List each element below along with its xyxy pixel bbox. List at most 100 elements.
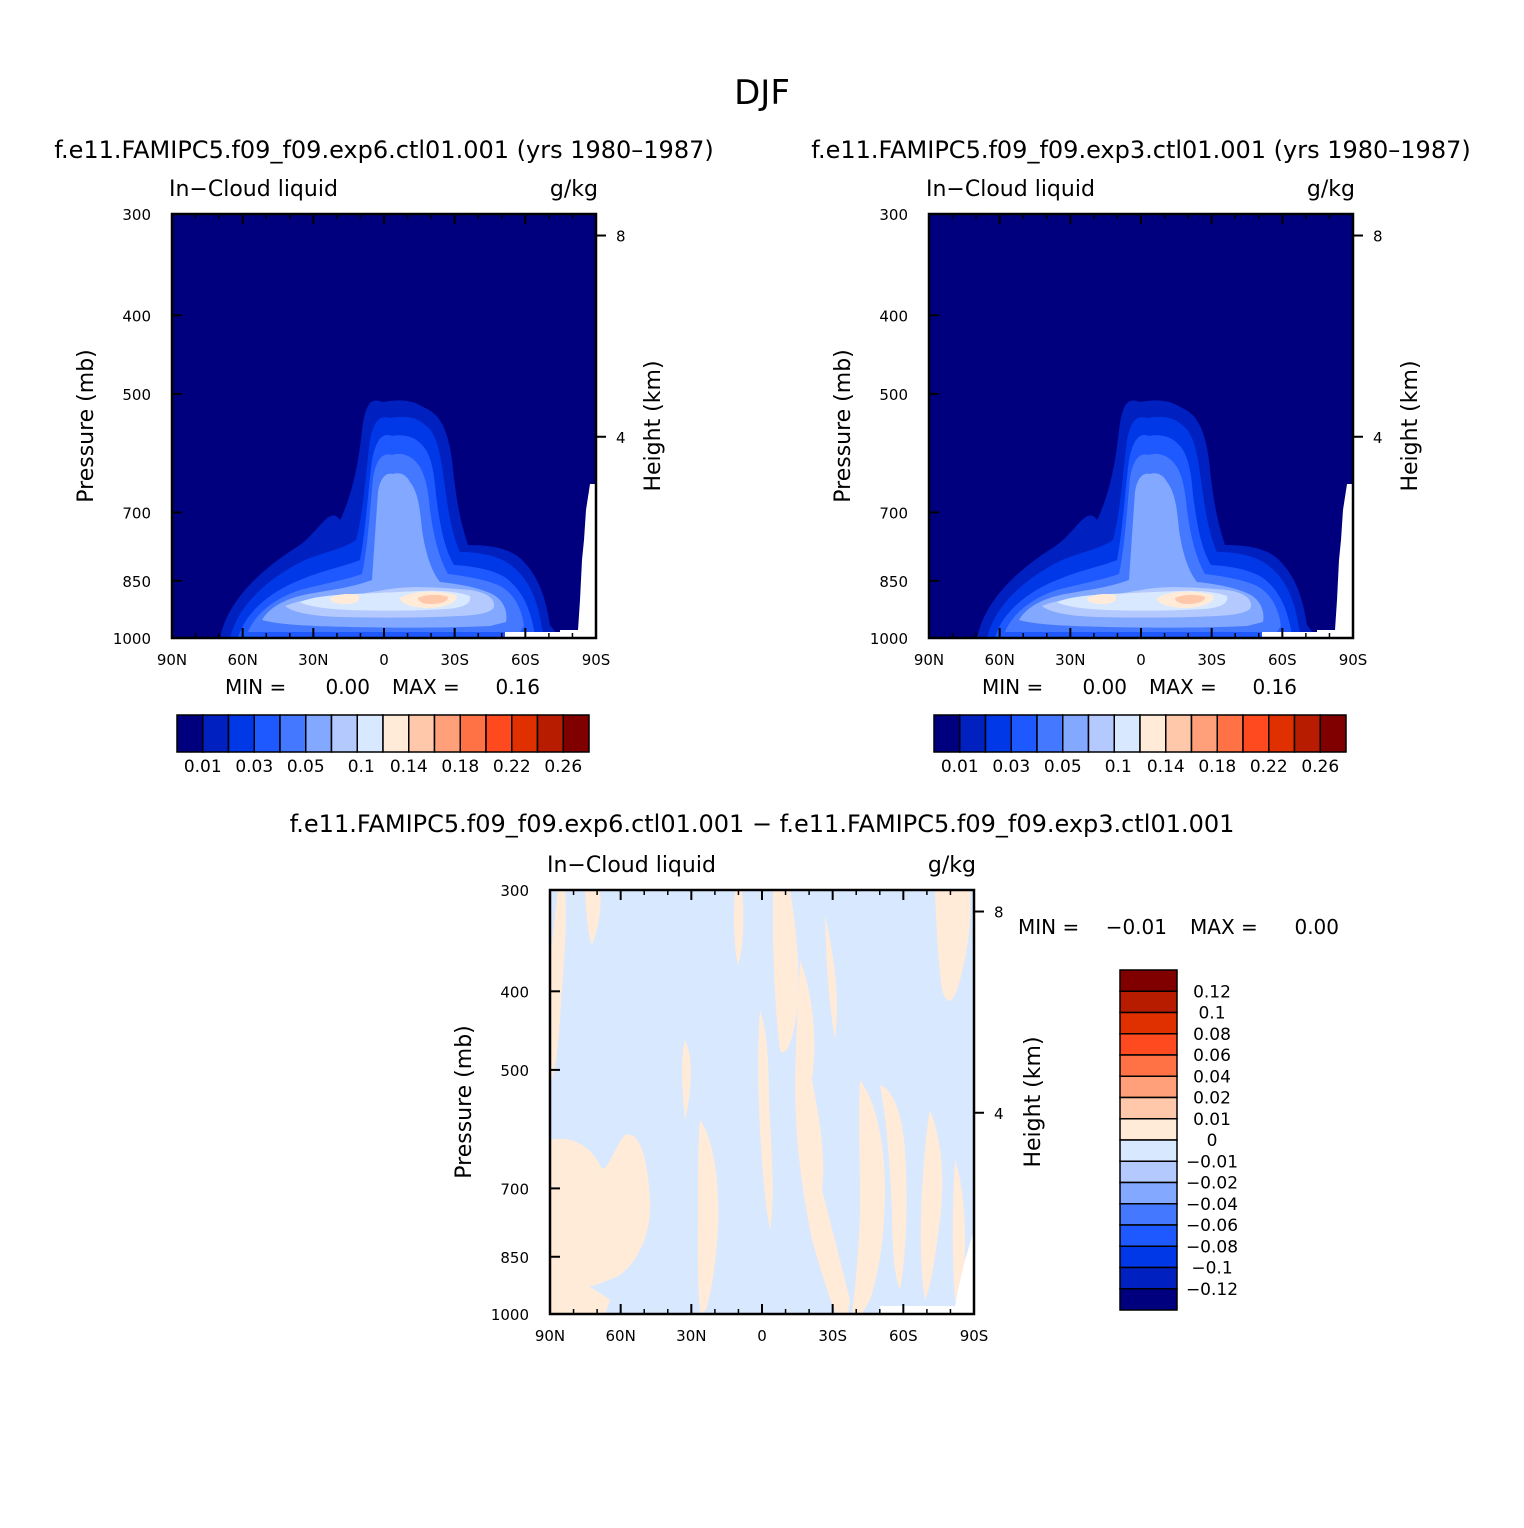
positive-patch	[550, 890, 566, 1080]
y-axis-label: Pressure (mb)	[831, 349, 856, 503]
colorbar-label: 0.18	[1198, 757, 1236, 777]
colorbar-swatch	[202, 714, 230, 753]
colorbar-swatch	[984, 714, 1012, 753]
contour-band-0.14	[330, 591, 457, 608]
contour-bands	[550, 890, 971, 1314]
contour-field	[929, 214, 1353, 638]
x-tick-label: 30S	[1197, 651, 1226, 669]
x-tick-label: 60S	[511, 651, 540, 669]
contour-bands	[977, 400, 1353, 638]
units-label: g/kg	[928, 853, 976, 878]
colorbar-label: 0	[1207, 1131, 1218, 1151]
colorbar-swatch	[408, 714, 436, 753]
positive-patch	[935, 890, 971, 1001]
figure-title: DJF	[734, 73, 790, 113]
panel-diff: f.e11.FAMIPC5.f09_f09.exp6.ctl01.001 − f…	[290, 810, 1339, 1345]
colorbar-swatch	[933, 714, 961, 753]
colorbar-swatch	[536, 714, 564, 753]
y-tick-label: 500	[122, 386, 151, 404]
colorbar: 0.01 0.03 0.05 0.1 0.14 0.18 0.22 0.26	[176, 714, 590, 777]
colorbar-swatch	[1119, 1224, 1178, 1247]
max-value: 0.16	[495, 675, 540, 699]
colorbar-swatch	[1087, 714, 1115, 753]
y-tick-label: 500	[879, 386, 908, 404]
colorbar-swatch	[1119, 1054, 1178, 1077]
colorbar-label: 0.18	[441, 757, 479, 777]
colorbar-swatch	[959, 714, 987, 753]
colorbar-label: 0.03	[992, 757, 1030, 777]
x-tick-label: 0	[1136, 651, 1146, 669]
colorbar-swatch	[1062, 714, 1090, 753]
colorbar-swatch	[227, 714, 255, 753]
height-tick-label: 4	[1373, 429, 1383, 447]
colorbar-label: −0.06	[1186, 1216, 1238, 1236]
y-tick-label: 1000	[113, 630, 151, 648]
min-label: MIN =	[982, 675, 1043, 699]
variable-label: In−Cloud liquid	[547, 853, 716, 878]
colorbar-label: 0.22	[493, 757, 531, 777]
colorbar-swatch	[1119, 1118, 1178, 1141]
max-label: MAX =	[1149, 675, 1217, 699]
x-tick-label: 60S	[1268, 651, 1297, 669]
missing-data-region	[1262, 484, 1353, 638]
panel-exp6: f.e11.FAMIPC5.f09_f09.exp6.ctl01.001 (yr…	[54, 136, 713, 777]
y-tick-label: 400	[879, 307, 908, 325]
colorbar-label: 0.02	[1193, 1089, 1231, 1109]
colorbar-swatch	[1119, 1288, 1178, 1311]
height-tick-label: 4	[994, 1105, 1004, 1123]
colorbar-label: −0.02	[1186, 1174, 1238, 1194]
x-tick-label: 60N	[985, 651, 1015, 669]
x-tick-label: 60N	[606, 1327, 636, 1345]
colorbar-swatch	[1190, 714, 1218, 753]
colorbar-swatch	[176, 714, 204, 753]
colorbar-label: −0.12	[1186, 1280, 1238, 1300]
y-tick-label: 700	[879, 504, 908, 522]
y-axis-right-label: Height (km)	[1398, 360, 1423, 491]
x-tick-label: 60N	[228, 651, 258, 669]
panel-title: f.e11.FAMIPC5.f09_f09.exp3.ctl01.001 (yr…	[811, 136, 1470, 164]
colorbar-swatch	[1293, 714, 1321, 753]
colorbar-swatch	[253, 714, 281, 753]
colorbar-label: 0.1	[1105, 757, 1132, 777]
colorbar-label: 0.26	[1301, 757, 1339, 777]
x-tick-label: 30N	[298, 651, 328, 669]
colorbar-swatch	[1139, 714, 1167, 753]
x-tick-label: 30S	[440, 651, 469, 669]
colorbar-swatch	[1242, 714, 1270, 753]
min-value: 0.00	[1082, 675, 1127, 699]
colorbar-swatch	[1119, 1266, 1178, 1290]
colorbar-swatch	[1119, 990, 1178, 1014]
colorbar-label: 0.05	[1044, 757, 1082, 777]
colorbar-swatch	[1216, 714, 1244, 753]
contour-bands	[220, 400, 596, 638]
colorbar-swatch	[330, 714, 358, 753]
min-label: MIN =	[1018, 915, 1079, 939]
missing-data-region	[880, 1230, 974, 1314]
positive-patch	[697, 1120, 719, 1314]
colorbar-swatch	[1119, 1033, 1178, 1056]
y-tick-label: 700	[500, 1180, 529, 1198]
min-label: MIN =	[225, 675, 286, 699]
colorbar-label: 0.04	[1193, 1067, 1231, 1087]
positive-patch	[920, 1110, 943, 1300]
positive-patch	[758, 1010, 773, 1230]
contour-band-0.16	[1175, 594, 1205, 604]
y-tick-label: 850	[500, 1249, 529, 1267]
colorbar-swatch	[1119, 1245, 1178, 1269]
x-tick-label: 60S	[889, 1327, 918, 1345]
panel-title: f.e11.FAMIPC5.f09_f09.exp6.ctl01.001 (yr…	[54, 136, 713, 164]
x-tick-label: 90S	[960, 1327, 989, 1345]
colorbar-swatch	[1119, 969, 1178, 992]
positive-patch	[550, 1278, 610, 1314]
axis-ticks: 90N 60N 30N 0 30S 60S 90S 300 400 500 700 850 1000 8 4	[870, 206, 1383, 669]
min-value: −0.01	[1106, 915, 1167, 939]
colorbar: 0.120.10.080.060.040.020.010−0.01−0.02−0…	[1119, 969, 1238, 1311]
x-tick-label: 90N	[914, 651, 944, 669]
y-tick-label: 300	[122, 206, 151, 224]
colorbar-label: 0.14	[390, 757, 428, 777]
colorbar-swatch	[1119, 1011, 1178, 1035]
positive-patch	[550, 1134, 651, 1310]
colorbar-swatch	[1165, 714, 1193, 753]
height-tick-label: 8	[994, 904, 1004, 922]
